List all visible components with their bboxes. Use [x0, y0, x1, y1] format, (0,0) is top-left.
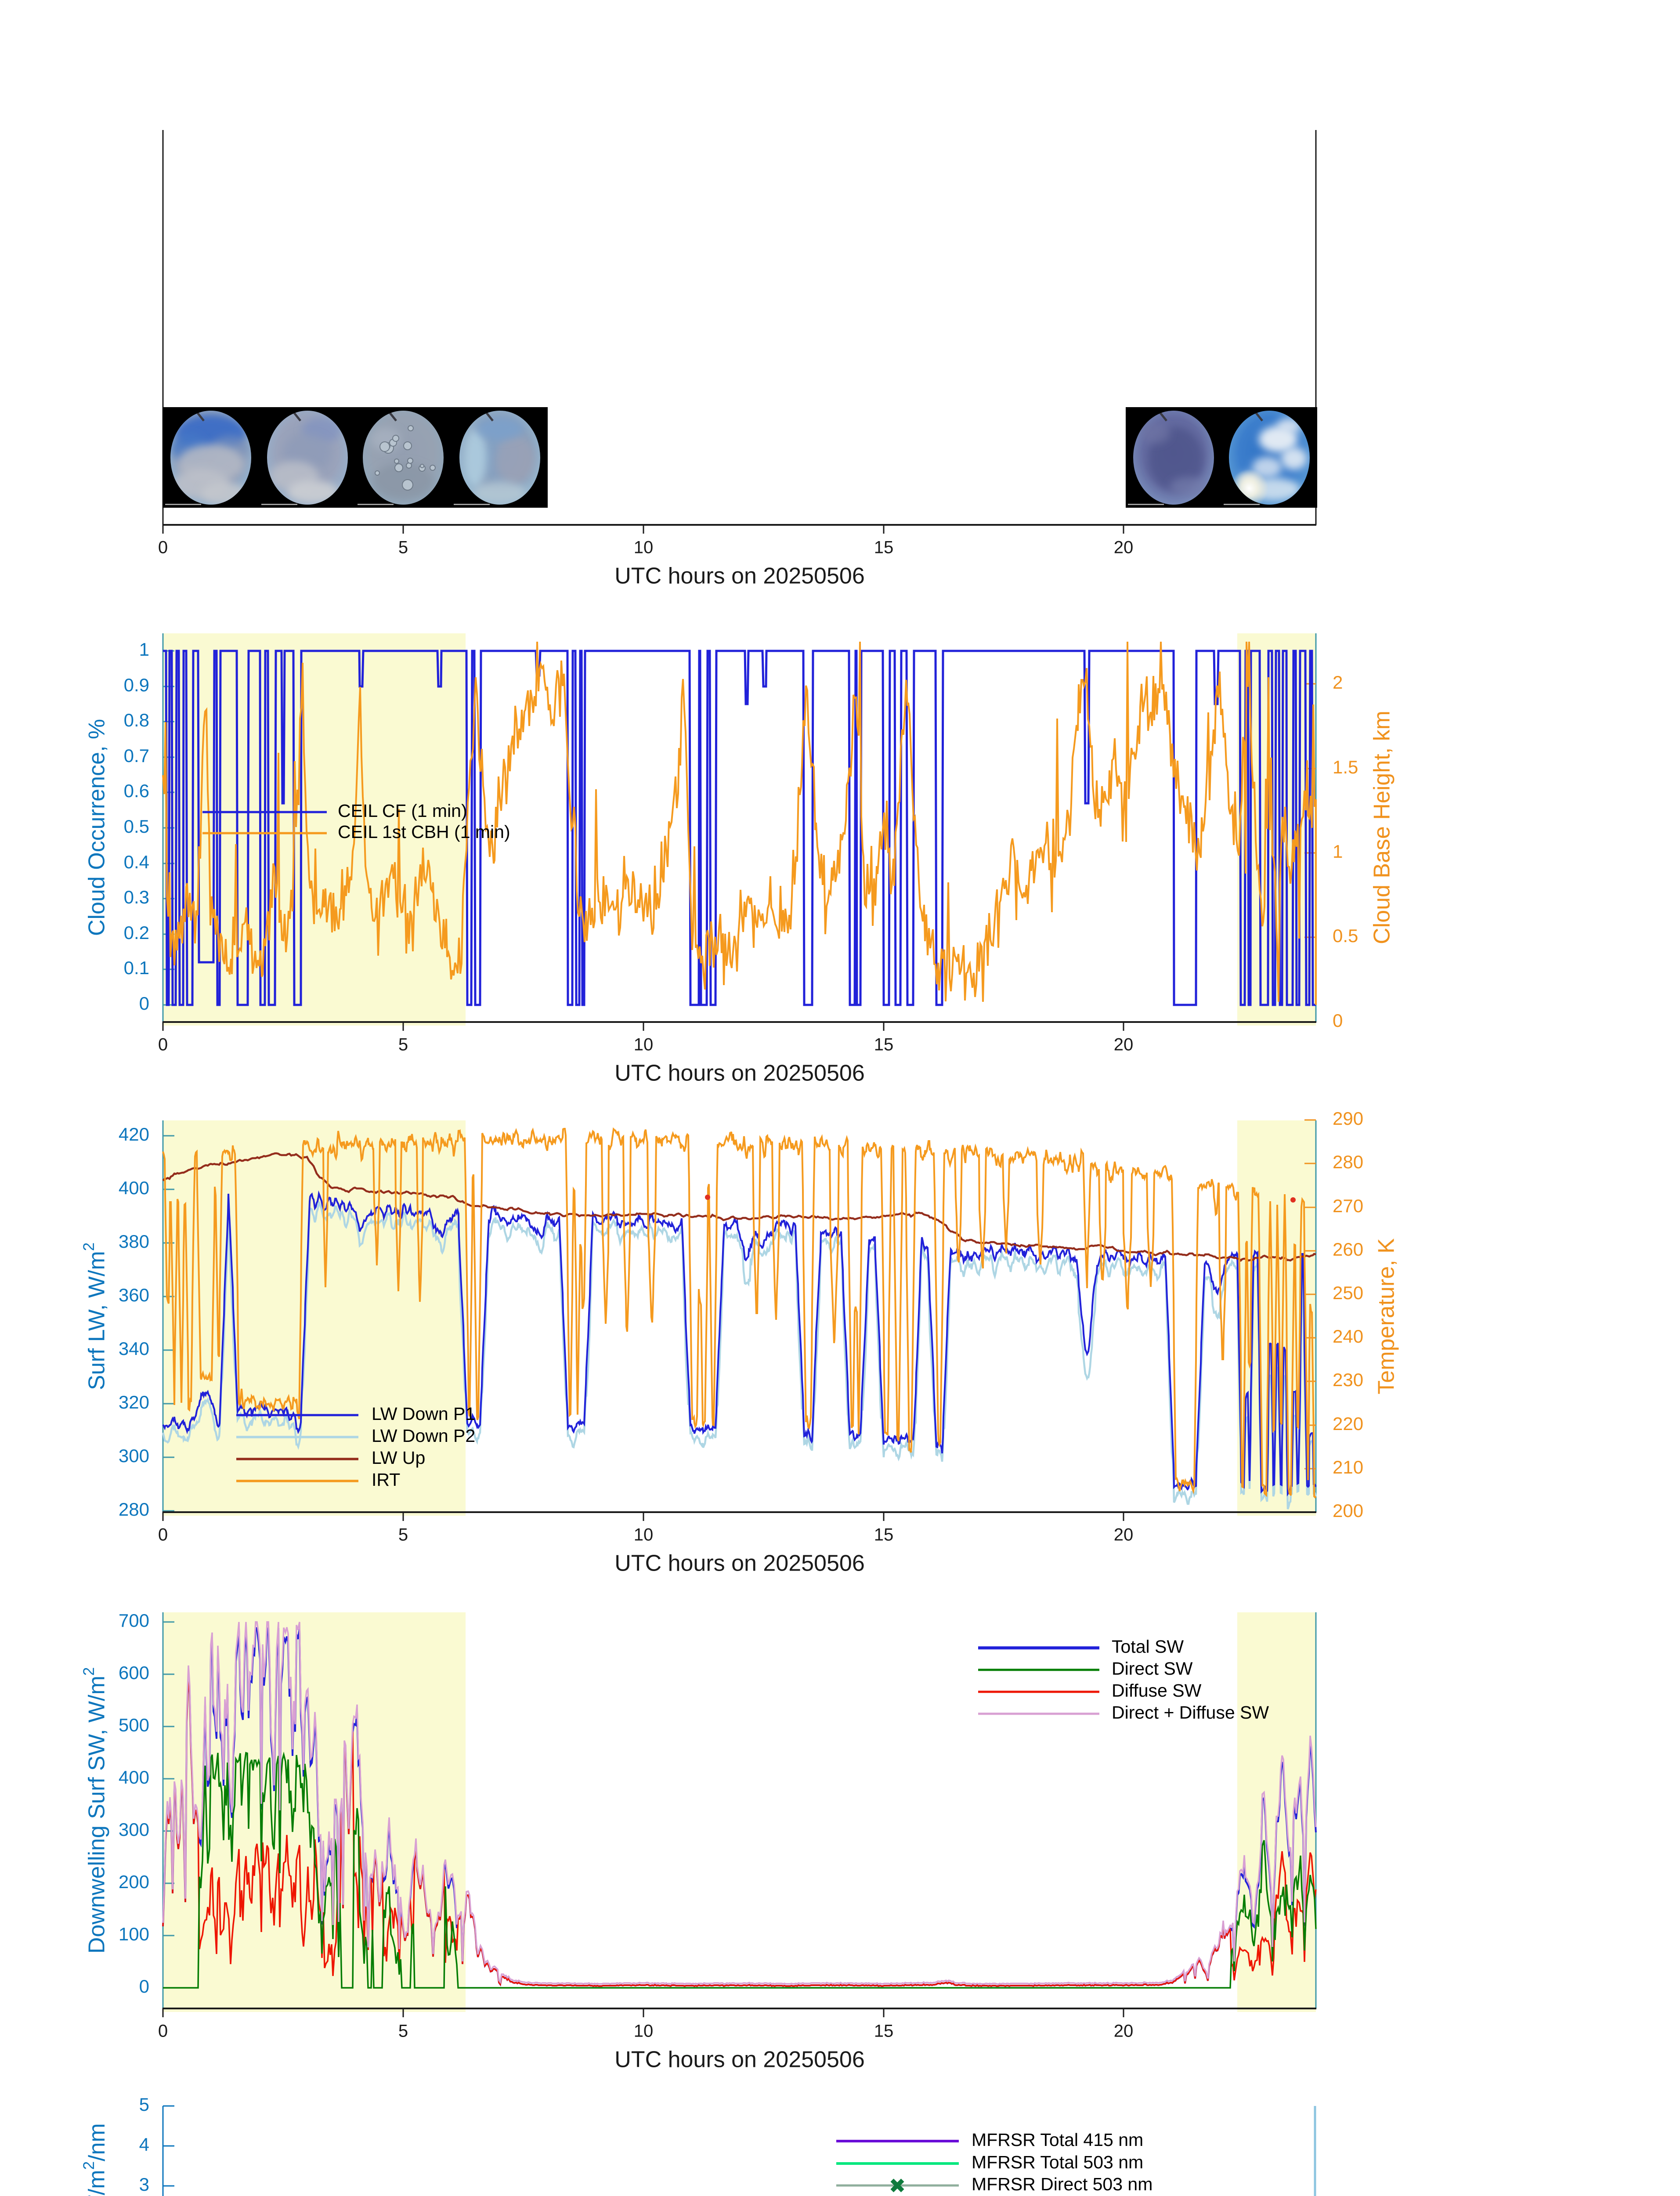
svg-text:UTC hours on 20250506: UTC hours on 20250506: [614, 1551, 865, 1576]
svg-text:300: 300: [119, 1819, 149, 1840]
svg-text:1: 1: [139, 639, 149, 660]
svg-text:Cloud Base Height, km: Cloud Base Height, km: [1369, 711, 1395, 944]
svg-text:5: 5: [398, 2022, 408, 2041]
svg-text:0.2: 0.2: [124, 922, 149, 943]
svg-text:0: 0: [1333, 1010, 1343, 1031]
svg-text:0.5: 0.5: [124, 816, 149, 837]
svg-text:Temperature, K: Temperature, K: [1374, 1238, 1399, 1394]
svg-text:UTC hours on 20250506: UTC hours on 20250506: [614, 1061, 865, 1086]
svg-text:400: 400: [119, 1767, 149, 1788]
svg-text:200: 200: [1333, 1500, 1363, 1521]
svg-text:Downwelling Surf SW, W/m2: Downwelling Surf SW, W/m2: [80, 1667, 109, 1954]
svg-text:20: 20: [1114, 1035, 1134, 1055]
svg-text:Cloud Occurrence, %: Cloud Occurrence, %: [84, 719, 110, 936]
svg-text:600: 600: [119, 1662, 149, 1683]
svg-text:0: 0: [139, 1976, 149, 1997]
svg-text:380: 380: [119, 1231, 149, 1252]
svg-text:0: 0: [139, 993, 149, 1014]
svg-text:200: 200: [119, 1871, 149, 1892]
svg-text:LW Down P1: LW Down P1: [372, 1404, 475, 1424]
svg-text:0.4: 0.4: [124, 852, 149, 872]
svg-text:0.1: 0.1: [124, 957, 149, 978]
svg-text:230: 230: [1333, 1369, 1363, 1390]
svg-text:5: 5: [398, 1525, 408, 1545]
svg-text:340: 340: [119, 1338, 149, 1359]
svg-text:20: 20: [1114, 538, 1134, 557]
svg-text:10: 10: [634, 1035, 654, 1055]
svg-text:5: 5: [398, 1035, 408, 1055]
svg-text:280: 280: [119, 1499, 149, 1520]
svg-text:270: 270: [1333, 1196, 1363, 1216]
svg-text:100: 100: [119, 1924, 149, 1944]
svg-text:0: 0: [158, 1525, 168, 1545]
svg-text:MFRSR Total 503 nm: MFRSR Total 503 nm: [972, 2152, 1143, 2172]
svg-text:5: 5: [398, 538, 408, 557]
svg-text:Surf LW, W/m2: Surf LW, W/m2: [80, 1242, 109, 1390]
svg-text:700: 700: [119, 1610, 149, 1631]
svg-text:0.3: 0.3: [124, 887, 149, 907]
svg-text:10: 10: [634, 538, 654, 557]
svg-text:Downwelling Narrowband, W/m2/n: Downwelling Narrowband, W/m2/nm: [80, 2123, 109, 2196]
svg-text:UTC hours on 20250506: UTC hours on 20250506: [614, 2047, 865, 2073]
svg-text:400: 400: [119, 1177, 149, 1198]
svg-text:10: 10: [634, 2022, 654, 2041]
svg-text:360: 360: [119, 1285, 149, 1305]
svg-text:Direct SW: Direct SW: [1112, 1658, 1193, 1679]
svg-text:3: 3: [139, 2174, 149, 2195]
svg-text:Direct + Diffuse SW: Direct + Diffuse SW: [1112, 1702, 1269, 1723]
svg-text:300: 300: [119, 1445, 149, 1466]
svg-text:IRT: IRT: [372, 1470, 400, 1490]
svg-text:1.5: 1.5: [1333, 757, 1358, 777]
svg-text:UTC hours on 20250506: UTC hours on 20250506: [614, 563, 865, 589]
svg-text:15: 15: [874, 538, 894, 557]
svg-text:210: 210: [1333, 1457, 1363, 1477]
svg-text:20: 20: [1114, 2022, 1134, 2041]
svg-text:290: 290: [1333, 1108, 1363, 1129]
svg-text:15: 15: [874, 1035, 894, 1055]
svg-text:500: 500: [119, 1715, 149, 1735]
svg-text:0: 0: [158, 538, 168, 557]
svg-text:5: 5: [139, 2094, 149, 2115]
svg-text:Total SW: Total SW: [1112, 1636, 1184, 1657]
svg-text:2: 2: [1333, 672, 1343, 693]
svg-text:4: 4: [139, 2134, 149, 2155]
svg-text:240: 240: [1333, 1326, 1363, 1347]
svg-text:CEIL CF (1 min): CEIL CF (1 min): [338, 801, 467, 821]
svg-text:MFRSR Total 415 nm: MFRSR Total 415 nm: [972, 2130, 1143, 2150]
svg-text:15: 15: [874, 1525, 894, 1545]
svg-text:320: 320: [119, 1392, 149, 1412]
svg-text:20: 20: [1114, 1525, 1134, 1545]
svg-text:0.7: 0.7: [124, 745, 149, 766]
svg-text:LW Down P2: LW Down P2: [372, 1426, 475, 1446]
svg-text:280: 280: [1333, 1152, 1363, 1172]
svg-text:LW Up: LW Up: [372, 1448, 425, 1468]
svg-text:0.6: 0.6: [124, 780, 149, 801]
svg-text:220: 220: [1333, 1413, 1363, 1434]
svg-text:420: 420: [119, 1124, 149, 1145]
svg-text:CEIL 1st CBH (1 min): CEIL 1st CBH (1 min): [338, 822, 510, 842]
svg-text:0: 0: [158, 2022, 168, 2041]
svg-text:250: 250: [1333, 1282, 1363, 1303]
svg-text:0.5: 0.5: [1333, 925, 1358, 946]
svg-text:0.8: 0.8: [124, 710, 149, 730]
svg-text:10: 10: [634, 1525, 654, 1545]
svg-text:1: 1: [1333, 841, 1343, 862]
svg-text:15: 15: [874, 2022, 894, 2041]
svg-text:260: 260: [1333, 1239, 1363, 1260]
svg-text:0.9: 0.9: [124, 675, 149, 695]
svg-text:MFRSR Direct 503 nm: MFRSR Direct 503 nm: [972, 2174, 1153, 2194]
svg-text:0: 0: [158, 1035, 168, 1055]
svg-text:Diffuse SW: Diffuse SW: [1112, 1680, 1202, 1701]
